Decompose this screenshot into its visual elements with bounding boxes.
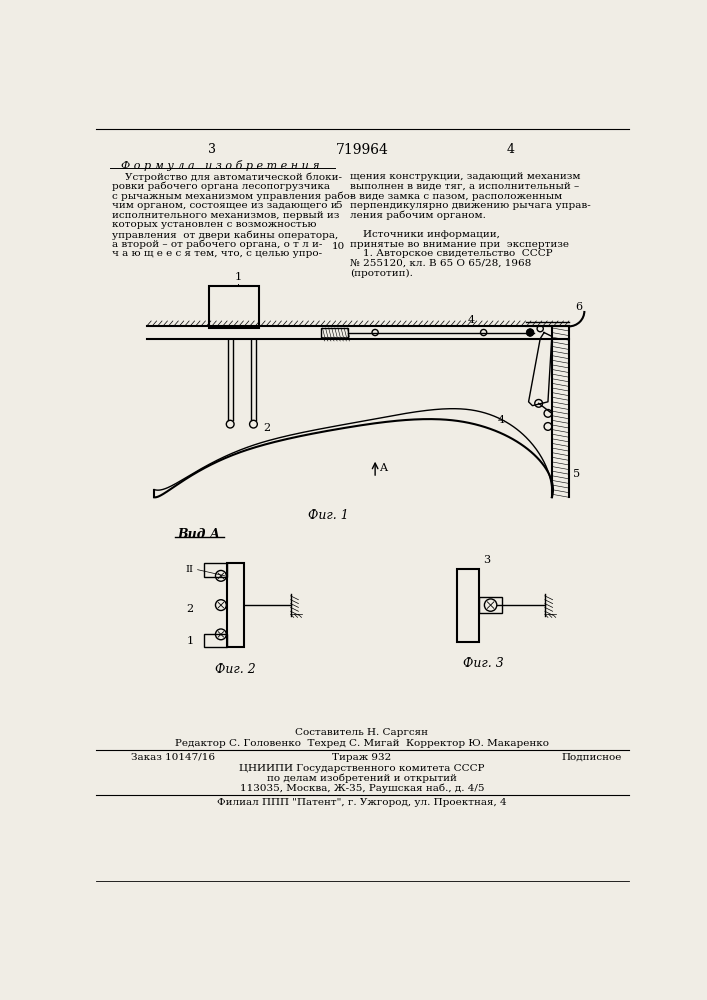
Bar bbox=[457, 569, 479, 642]
Text: Заказ 10147/16: Заказ 10147/16 bbox=[131, 753, 215, 762]
Text: 2: 2 bbox=[263, 423, 270, 433]
Text: щения конструкции, задающий механизм: щения конструкции, задающий механизм bbox=[351, 172, 581, 181]
Text: Филиал ППП "Патент", г. Ужгород, ул. Проектная, 4: Филиал ППП "Патент", г. Ужгород, ул. Про… bbox=[217, 798, 507, 807]
Text: 6: 6 bbox=[575, 302, 582, 312]
Circle shape bbox=[372, 329, 378, 336]
Text: 1: 1 bbox=[235, 272, 242, 282]
Circle shape bbox=[481, 329, 486, 336]
Text: Источники информации,: Источники информации, bbox=[351, 230, 500, 239]
Text: Фиг. 2: Фиг. 2 bbox=[215, 663, 256, 676]
Text: с рычажным механизмом управления рабо-: с рычажным механизмом управления рабо- bbox=[112, 192, 353, 201]
Bar bbox=[204, 563, 227, 577]
Circle shape bbox=[526, 329, 534, 336]
Text: (прототип).: (прототип). bbox=[351, 269, 413, 278]
Bar bbox=[204, 634, 227, 647]
Text: 1. Авторское свидетельство  СССР: 1. Авторское свидетельство СССР bbox=[351, 249, 553, 258]
Text: A: A bbox=[379, 463, 387, 473]
Text: 5: 5 bbox=[335, 201, 342, 210]
Text: Тираж 932: Тираж 932 bbox=[332, 753, 392, 762]
Text: 113035, Москва, Ж-35, Раушская наб., д. 4/5: 113035, Москва, Ж-35, Раушская наб., д. … bbox=[240, 784, 484, 793]
Text: перпендикулярно движению рычага упрaв-: перпендикулярно движению рычага упрaв- bbox=[351, 201, 591, 210]
Bar bbox=[227, 563, 244, 647]
Text: 1: 1 bbox=[187, 636, 194, 646]
Text: управления  от двери кабины оператора,: управления от двери кабины оператора, bbox=[112, 230, 338, 240]
Text: ч а ю щ е е с я тем, что, с целью упро-: ч а ю щ е е с я тем, что, с целью упро- bbox=[112, 249, 322, 258]
Text: 4: 4 bbox=[498, 415, 505, 425]
Text: Ф о р м у л а   и з о б р е т е н и я: Ф о р м у л а и з о б р е т е н и я bbox=[121, 160, 320, 171]
Text: 4: 4 bbox=[468, 315, 475, 325]
Text: ления рабочим органом.: ления рабочим органом. bbox=[351, 211, 486, 220]
Text: Подписное: Подписное bbox=[562, 753, 622, 762]
Text: Редактор С. Головенко  Техред С. Мигай  Корректор Ю. Макаренко: Редактор С. Головенко Техред С. Мигай Ко… bbox=[175, 739, 549, 748]
Text: 3: 3 bbox=[209, 143, 216, 156]
Text: 10: 10 bbox=[332, 242, 345, 251]
Text: которых установлен с возможностью: которых установлен с возможностью bbox=[112, 220, 316, 229]
Bar bbox=[209, 286, 259, 328]
Text: чим органом, состоящее из задающего и: чим органом, состоящее из задающего и bbox=[112, 201, 337, 210]
Text: № 255120, кл. В 65 О 65/28, 1968: № 255120, кл. В 65 О 65/28, 1968 bbox=[351, 259, 532, 268]
Text: Составитель Н. Саргсян: Составитель Н. Саргсян bbox=[296, 728, 428, 737]
Text: а второй – от рабочего органа, о т л и-: а второй – от рабочего органа, о т л и- bbox=[112, 240, 322, 249]
Text: II: II bbox=[186, 565, 194, 574]
Text: 4: 4 bbox=[507, 143, 515, 156]
Text: Фиг. 1: Фиг. 1 bbox=[308, 509, 349, 522]
Circle shape bbox=[527, 329, 533, 336]
Text: выполнен в виде тяг, а исполнительный –: выполнен в виде тяг, а исполнительный – bbox=[351, 182, 580, 191]
Text: Вид А: Вид А bbox=[177, 528, 221, 541]
Text: Устройство для автоматической блоки-: Устройство для автоматической блоки- bbox=[112, 172, 341, 182]
Text: 5: 5 bbox=[573, 469, 580, 479]
Text: 3: 3 bbox=[483, 555, 490, 565]
Text: по делам изобретений и открытий: по делам изобретений и открытий bbox=[267, 774, 457, 783]
Text: исполнительного механизмов, первый из: исполнительного механизмов, первый из bbox=[112, 211, 339, 220]
Bar bbox=[321, 328, 348, 338]
Text: в виде замка с пазом, расположенным: в виде замка с пазом, расположенным bbox=[351, 192, 563, 201]
Bar bbox=[479, 597, 502, 613]
Text: 2: 2 bbox=[187, 604, 194, 614]
Text: Фиг. 3: Фиг. 3 bbox=[463, 657, 504, 670]
Text: 719964: 719964 bbox=[336, 143, 388, 157]
Text: принятые во внимание при  экспертизе: принятые во внимание при экспертизе bbox=[351, 240, 569, 249]
Text: ЦНИИПИ Государственного комитета СССР: ЦНИИПИ Государственного комитета СССР bbox=[239, 764, 485, 773]
Text: ровки рабочего органа лесопогрузчика: ровки рабочего органа лесопогрузчика bbox=[112, 182, 329, 191]
